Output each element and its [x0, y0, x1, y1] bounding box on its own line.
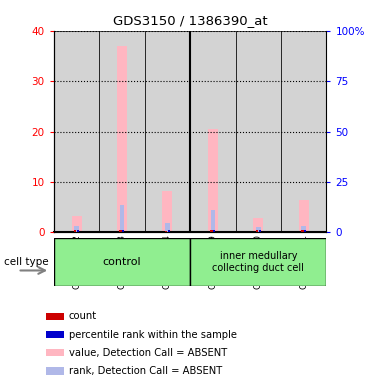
- Bar: [210, 230, 213, 232]
- Text: value, Detection Call = ABSENT: value, Detection Call = ABSENT: [69, 348, 227, 358]
- Bar: [46, 367, 64, 375]
- Bar: [74, 226, 79, 232]
- Text: percentile rank within the sample: percentile rank within the sample: [69, 329, 237, 339]
- Bar: [168, 230, 170, 232]
- Bar: [122, 230, 124, 232]
- Text: rank, Detection Call = ABSENT: rank, Detection Call = ABSENT: [69, 366, 222, 376]
- Bar: [117, 46, 127, 232]
- Bar: [119, 230, 122, 232]
- Bar: [256, 230, 258, 232]
- Bar: [46, 349, 64, 356]
- Bar: [99, 31, 145, 232]
- Bar: [77, 230, 79, 232]
- Bar: [162, 191, 173, 232]
- Bar: [165, 223, 170, 232]
- Text: count: count: [69, 311, 97, 321]
- Bar: [208, 129, 218, 232]
- Bar: [190, 31, 236, 232]
- Bar: [253, 218, 263, 232]
- Bar: [46, 313, 64, 320]
- Bar: [190, 238, 326, 286]
- Bar: [211, 210, 215, 232]
- Bar: [304, 230, 306, 232]
- Bar: [74, 230, 76, 232]
- Bar: [301, 230, 303, 232]
- Bar: [281, 31, 326, 232]
- Bar: [46, 331, 64, 338]
- Bar: [72, 216, 82, 232]
- Bar: [54, 31, 99, 232]
- Title: GDS3150 / 1386390_at: GDS3150 / 1386390_at: [113, 14, 267, 27]
- Text: control: control: [103, 257, 141, 267]
- Bar: [256, 227, 260, 232]
- Bar: [54, 238, 190, 286]
- Text: inner medullary
collecting duct cell: inner medullary collecting duct cell: [212, 251, 304, 273]
- Bar: [120, 205, 124, 232]
- Bar: [236, 31, 281, 232]
- Bar: [213, 230, 215, 232]
- Bar: [299, 200, 309, 232]
- Bar: [259, 230, 261, 232]
- Bar: [145, 31, 190, 232]
- Bar: [165, 231, 167, 232]
- Text: cell type: cell type: [4, 257, 48, 267]
- Bar: [302, 226, 306, 232]
